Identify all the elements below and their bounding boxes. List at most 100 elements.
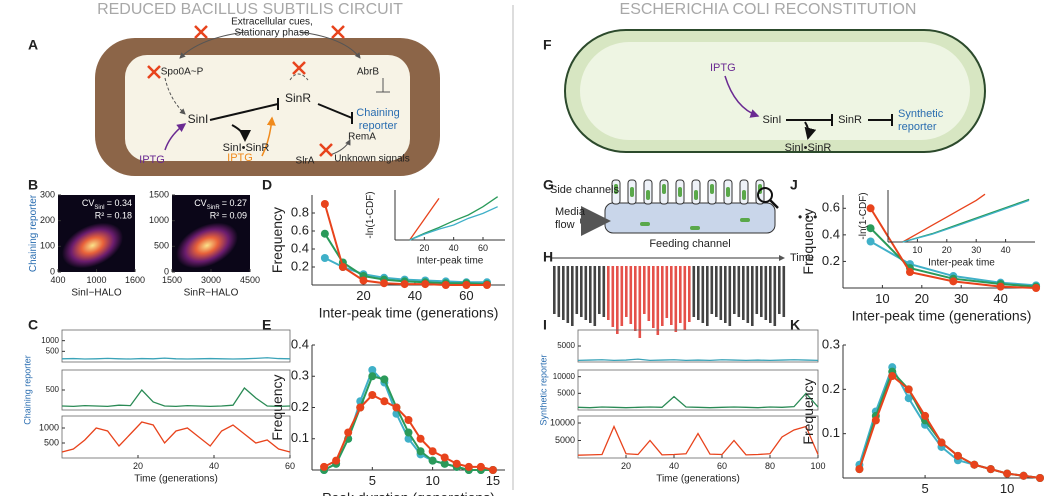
y-tick-label: 5000: [557, 341, 575, 350]
data-point: [452, 459, 461, 468]
kymo-stripe: [634, 266, 637, 331]
diagram-text: Media: [555, 206, 586, 218]
kymo-stripe: [746, 266, 750, 323]
cell: [690, 226, 700, 230]
heatmap-density: [61, 222, 124, 269]
y-tick-label: 500: [46, 346, 60, 355]
panel-label: A: [28, 37, 38, 53]
diagram-text: Spo0A~P: [161, 67, 204, 78]
data-point: [338, 263, 347, 271]
data-point: [1032, 284, 1041, 292]
plot-frame: [61, 329, 291, 363]
cell: [726, 187, 730, 197]
y-tick-label: 0.4: [291, 240, 309, 255]
kymo-stripe: [584, 266, 588, 320]
x-axis-label: SinR−HALO: [184, 288, 239, 299]
y-tick-label: 0.1: [291, 430, 309, 445]
diagram-g: Side channels Media flow Feeding channel…: [550, 179, 817, 250]
kymo-stripe: [647, 266, 651, 321]
y-tick-label: 200: [40, 215, 55, 225]
x-tick-label: 10: [425, 473, 439, 488]
header: ESCHERICHIA COLI RECONSTITUTION: [620, 1, 917, 18]
x-tick-label: 40: [408, 288, 422, 303]
cytoplasm: [125, 55, 410, 161]
data-point: [866, 224, 875, 233]
diagram-text: SinR: [838, 114, 862, 126]
diagram-text: Stationary phase: [234, 28, 309, 39]
cell: [640, 222, 650, 226]
kymo-stripe: [778, 266, 781, 314]
data-point: [400, 280, 409, 289]
kymo-stripe: [715, 266, 718, 317]
kymo-stripe: [557, 266, 561, 317]
x-tick-label: 1500: [162, 275, 182, 285]
x-tick-label: 3000: [201, 275, 221, 285]
header: REDUCED BACILLUS SUBTILIS CIRCUIT: [97, 1, 403, 18]
series-line: [409, 196, 499, 241]
data-point: [904, 394, 913, 403]
kymo-stripe: [625, 266, 628, 317]
kymo-stripe: [706, 266, 709, 326]
y-tick-label: 0.1: [822, 425, 840, 440]
y-tick-label: 300: [40, 189, 55, 199]
x-tick-label: 20: [942, 245, 952, 255]
kymograph: Time: [552, 252, 814, 338]
diagram-text: Feeding channel: [649, 238, 730, 250]
data-point: [320, 200, 329, 208]
y-tick-label: 1000: [41, 336, 59, 345]
cell: [614, 184, 618, 194]
x-tick-label: 20: [356, 288, 370, 303]
data-point: [462, 281, 471, 289]
x-tick-label: 5: [369, 473, 376, 488]
x-tick-label: 15: [486, 473, 500, 488]
kymo-stripe: [737, 266, 741, 317]
y-axis-label: Frequency: [269, 374, 285, 440]
y-axis-label: Frequency: [800, 208, 816, 274]
data-point: [320, 254, 329, 262]
kymo-stripe: [769, 266, 772, 323]
x-axis-label: Inter-peak time (generations): [852, 308, 1032, 324]
diagram-a: Extracellular cues, Stationary phase Spo…: [95, 17, 440, 176]
data-point: [1036, 474, 1044, 482]
cell: [742, 190, 746, 200]
x-tick-label: 30: [954, 291, 968, 306]
x-tick-label: 80: [765, 461, 775, 471]
series-line: [409, 197, 440, 241]
y-tick-label: 0.4: [291, 336, 309, 351]
x-tick-label: 30: [971, 245, 981, 255]
y-tick-label: 5000: [557, 388, 575, 397]
data-point: [428, 456, 437, 465]
annotation-part: = 0.34: [107, 198, 132, 208]
data-point: [416, 447, 425, 456]
heatmap-density: [176, 222, 238, 269]
kymo-stripe: [656, 266, 660, 335]
x-axis-label: Time (generations): [134, 474, 218, 485]
kymo-stripe: [710, 266, 714, 314]
x-axis-label: Inter-peak time: [928, 258, 995, 269]
diagram-text: Unknown signals: [334, 154, 410, 165]
data-point: [368, 391, 377, 399]
data-point: [953, 451, 962, 460]
y-axis-label: Chaining reporter: [22, 355, 32, 425]
kymo-stripe: [553, 266, 556, 314]
data-point: [476, 462, 485, 471]
data-point: [482, 281, 491, 289]
kymo-stripe: [593, 266, 597, 326]
y-tick-label: 100: [40, 241, 55, 251]
plot-frame: [61, 369, 291, 411]
diagram-f: IPTG SinI SinR Synthetic reporter SinI•S…: [564, 29, 986, 154]
plot-frame: [577, 415, 819, 459]
y-tick-label: 0.4: [822, 226, 840, 241]
y-tick-label: 0.6: [291, 222, 309, 237]
x-axis-label: Inter-peak time (generations): [319, 305, 499, 321]
x-tick-label: 40: [669, 461, 679, 471]
x-tick-label: 10: [1000, 481, 1014, 496]
panel-label: I: [543, 317, 547, 333]
annotation-part: SinI: [94, 205, 105, 211]
x-axis-label: Time (generations): [656, 474, 740, 485]
diagram-text: Time: [790, 252, 814, 264]
y-tick-label: 1000: [39, 422, 59, 432]
data-point: [416, 434, 425, 443]
data-point: [949, 277, 958, 286]
plot-frame: [577, 329, 819, 363]
